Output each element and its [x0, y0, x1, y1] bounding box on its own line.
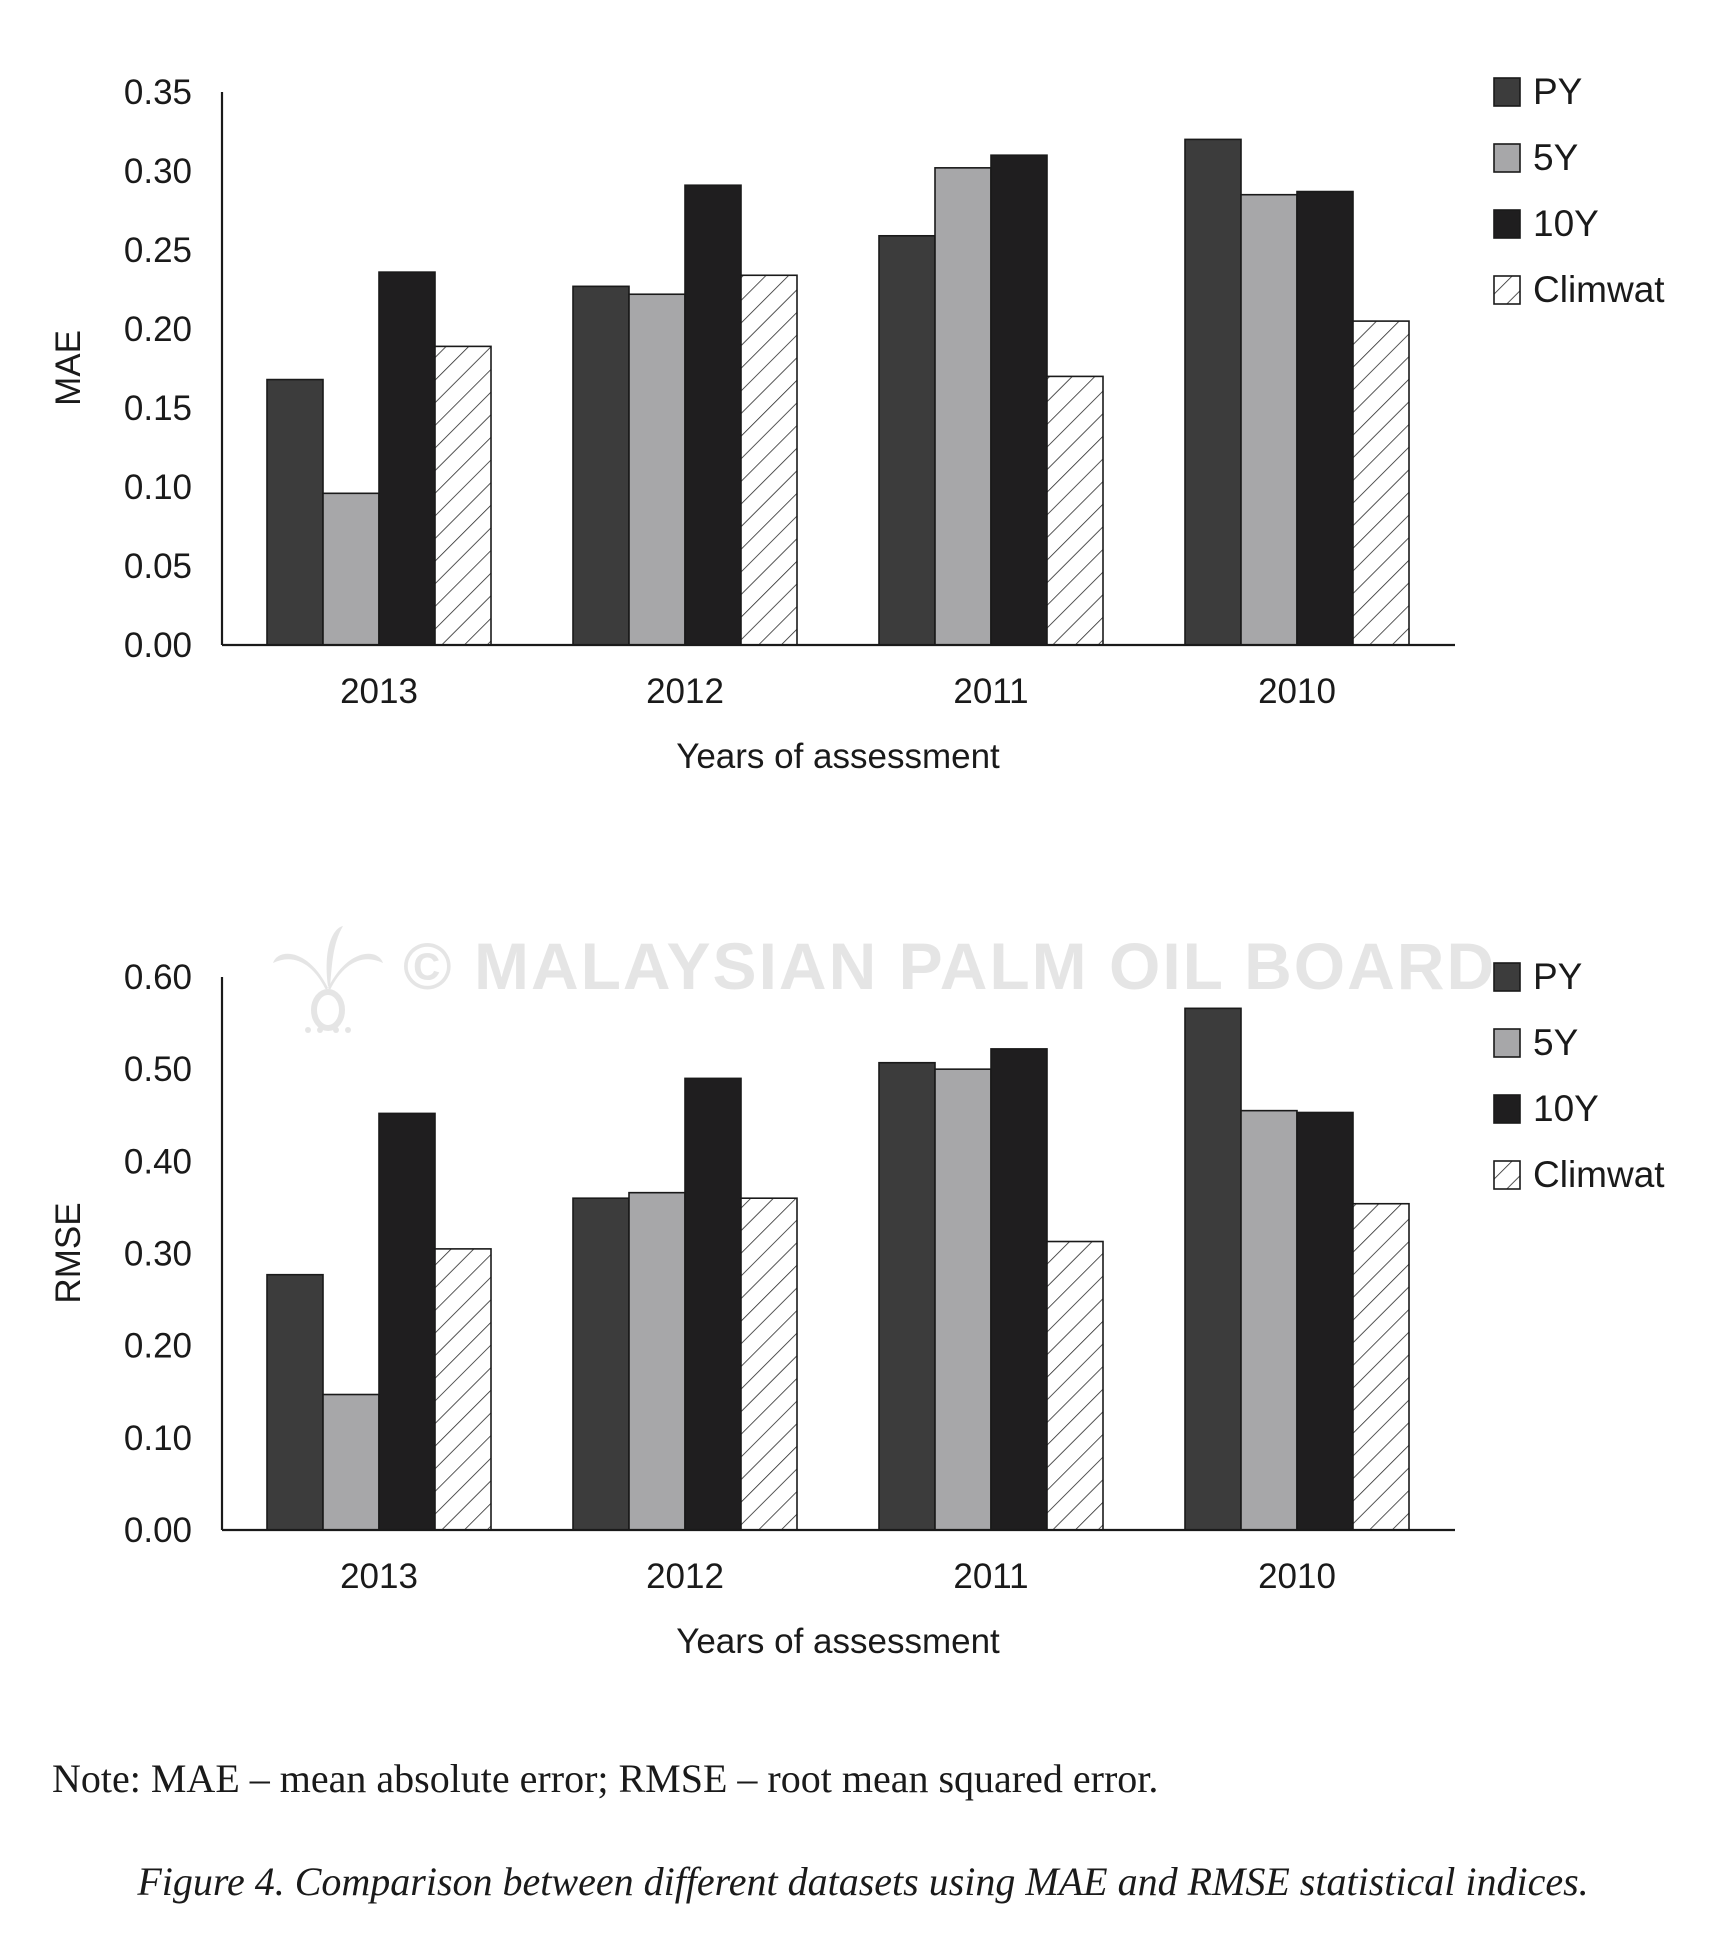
bar-10y-2012 [684, 184, 742, 646]
bar-5y-2013 [322, 1393, 380, 1531]
rmse-bar-chart: 0.00 0.10 0.20 0.30 0.40 0.50 0.60 2013 2012 2011… [49, 956, 1665, 1661]
bar-5y-2011 [934, 167, 992, 646]
x-tick-label: 2010 [1258, 672, 1336, 711]
bar-10y-2011 [990, 154, 1048, 646]
y-tick-label: 0.10 [124, 1419, 192, 1458]
bar-5y-2010 [1240, 1109, 1298, 1531]
y-tick-label: 0.30 [124, 1235, 192, 1274]
bar-py-2011 [878, 1061, 936, 1531]
bar-climwat-2011 [1046, 375, 1104, 646]
y-tick-label: 0.25 [124, 231, 192, 270]
legend-label-py: PY [1533, 71, 1582, 112]
legend-swatch-10y [1493, 1094, 1521, 1124]
legend-swatch-climwat [1493, 1160, 1521, 1190]
legend-swatch-py [1493, 77, 1521, 107]
bar-climwat-2013 [434, 1248, 492, 1531]
bar-py-2010 [1184, 1007, 1242, 1531]
y-axis-title: RMSE [49, 1202, 88, 1303]
legend-label-5y: 5Y [1533, 137, 1578, 178]
x-tick-label: 2013 [340, 1557, 418, 1596]
y-tick-label: 0.60 [124, 958, 192, 997]
y-tick-label: 0.05 [124, 547, 192, 586]
bar-5y-2011 [934, 1068, 992, 1531]
legend-label-climwat: Climwat [1533, 1154, 1665, 1195]
bar-climwat-2010 [1352, 320, 1410, 646]
mae-bar-chart: 0.00 0.05 0.10 0.15 0.20 0.25 0.30 0.35 2013 2012… [49, 71, 1665, 776]
bar-10y-2011 [990, 1048, 1048, 1531]
bar-5y-2012 [628, 1191, 686, 1531]
bar-climwat-2012 [740, 274, 798, 646]
legend-swatch-5y [1493, 1028, 1521, 1058]
legend-swatch-climwat [1493, 275, 1521, 305]
y-tick-label: 0.00 [124, 626, 192, 665]
y-tick-label: 0.40 [124, 1142, 192, 1181]
bar-10y-2010 [1296, 190, 1354, 646]
bar-10y-2013 [378, 1112, 436, 1531]
bar-climwat-2012 [740, 1197, 798, 1531]
x-tick-label: 2013 [340, 672, 418, 711]
figure-note: Note: MAE – mean absolute error; RMSE – … [52, 1756, 1159, 1801]
x-tick-label: 2011 [953, 1557, 1028, 1596]
figure-caption: Figure 4. Comparison between different d… [137, 1859, 1589, 1904]
bar-py-2011 [878, 234, 936, 646]
bar-py-2012 [572, 1197, 630, 1531]
y-tick-label: 0.20 [124, 310, 192, 349]
bar-py-2012 [572, 285, 630, 646]
legend-swatch-py [1493, 962, 1521, 992]
bar-py-2010 [1184, 138, 1242, 646]
y-tick-label: 0.50 [124, 1050, 192, 1089]
y-tick-label: 0.20 [124, 1327, 192, 1366]
bar-py-2013 [266, 1273, 324, 1531]
legend-swatch-10y [1493, 209, 1521, 239]
legend-label-10y: 10Y [1533, 203, 1599, 244]
bar-10y-2010 [1296, 1111, 1354, 1531]
legend-label-climwat: Climwat [1533, 269, 1665, 310]
y-tick-label: 0.30 [124, 152, 192, 191]
bar-climwat-2010 [1352, 1202, 1410, 1531]
y-tick-label: 0.10 [124, 468, 192, 507]
x-tick-label: 2012 [646, 672, 724, 711]
bar-climwat-2011 [1046, 1240, 1104, 1531]
bar-10y-2013 [378, 271, 436, 646]
bar-5y-2012 [628, 293, 686, 646]
bar-climwat-2013 [434, 345, 492, 646]
x-axis-title: Years of assessment [676, 1622, 1000, 1661]
legend-swatch-5y [1493, 143, 1521, 173]
y-tick-label: 0.35 [124, 73, 192, 112]
y-axis-title: MAE [49, 330, 88, 406]
bar-5y-2010 [1240, 193, 1298, 646]
x-tick-label: 2011 [953, 672, 1028, 711]
y-tick-label: 0.00 [124, 1511, 192, 1550]
bar-10y-2012 [684, 1077, 742, 1531]
legend-label-5y: 5Y [1533, 1022, 1578, 1063]
bar-5y-2013 [322, 492, 380, 646]
x-axis-title: Years of assessment [676, 737, 1000, 776]
x-tick-label: 2010 [1258, 1557, 1336, 1596]
x-tick-label: 2012 [646, 1557, 724, 1596]
legend-label-10y: 10Y [1533, 1088, 1599, 1129]
legend-label-py: PY [1533, 956, 1582, 997]
bar-py-2013 [266, 378, 324, 646]
y-tick-label: 0.15 [124, 389, 192, 428]
